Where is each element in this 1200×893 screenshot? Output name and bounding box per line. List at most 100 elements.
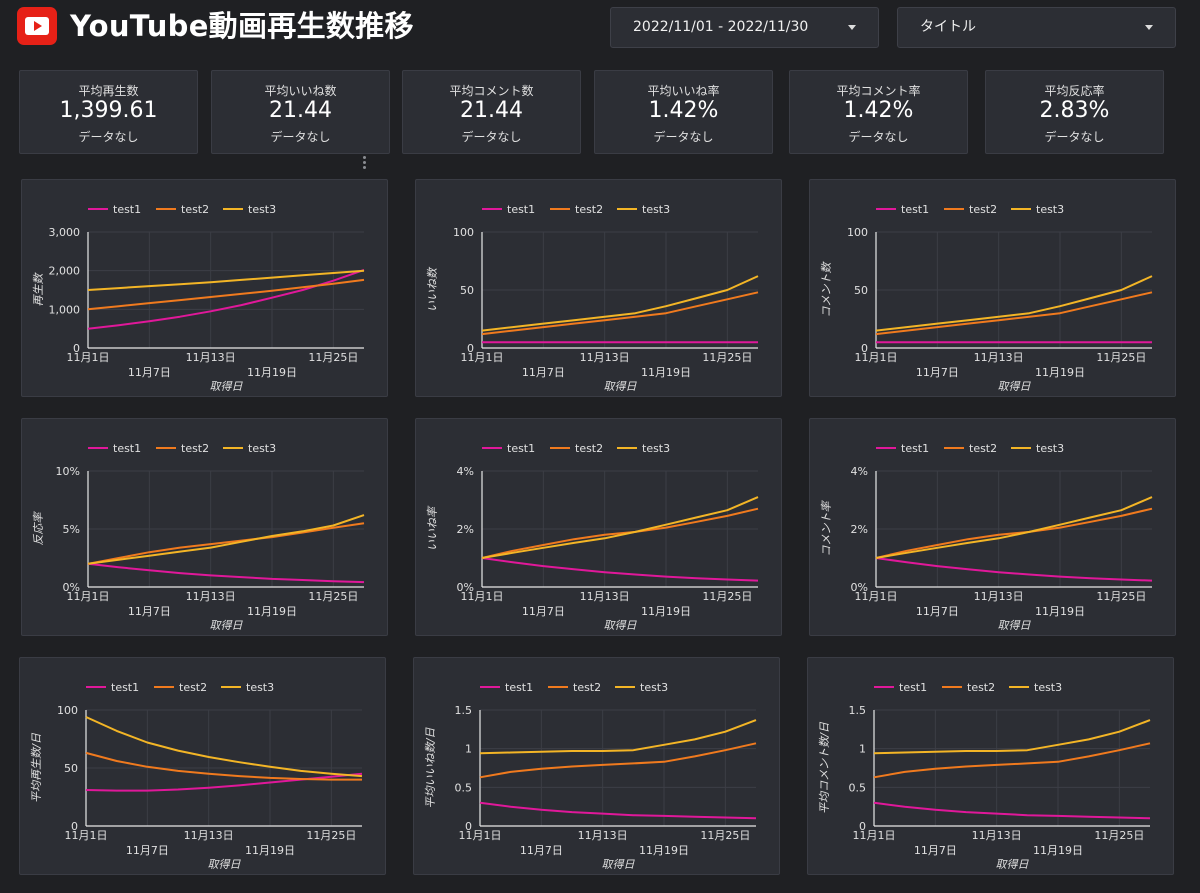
- kpi-avg-reaction-rate: 平均反応率 2.83% データなし: [985, 70, 1164, 154]
- series-line-test1: [873, 801, 1151, 820]
- y-axis-title: コメント率: [820, 500, 833, 557]
- y-axis-title: 平均コメント数/日: [818, 721, 831, 814]
- more-options-icon[interactable]: [363, 156, 367, 170]
- kpi-comparison: データなし: [461, 130, 522, 144]
- y-tick-label: 0: [73, 342, 80, 355]
- y-tick-label: 1.5: [455, 704, 473, 717]
- y-tick-label: 1: [859, 743, 866, 756]
- chart-avg-likes-per-day: test1 test2 test3 0 0.5 1 1.5 11月1日 11月7日 11月13日 1…: [413, 657, 780, 875]
- series-line-test2: [87, 278, 365, 311]
- x-tick-label: 11月7日: [520, 844, 563, 857]
- x-tick-label: 11月19日: [641, 366, 691, 379]
- x-axis-title: 取得日: [208, 858, 242, 871]
- x-tick-label: 11月13日: [184, 829, 234, 842]
- x-tick-label: 11月1日: [461, 590, 504, 603]
- legend-label: test1: [901, 442, 929, 455]
- title-filter-dropdown[interactable]: タイトル: [897, 7, 1176, 48]
- legend-label: test3: [640, 681, 668, 694]
- kpi-label: 平均コメント率: [836, 84, 921, 98]
- x-tick-label: 11月1日: [65, 829, 108, 842]
- series-line-test2: [479, 742, 757, 779]
- y-tick-label: 1: [465, 743, 472, 756]
- chevron-down-icon: [1145, 25, 1153, 30]
- chart-likes: test1 test2 test3 0 50 100 11月1日 11月7日 11月13日 11月…: [415, 179, 782, 397]
- x-tick-label: 11月25日: [702, 351, 752, 364]
- series-line-test3: [481, 275, 759, 332]
- series-line-test1: [479, 801, 757, 820]
- y-tick-label: 0%: [63, 581, 80, 594]
- kpi-avg-comment-rate: 平均コメント率 1.42% データなし: [789, 70, 968, 154]
- x-tick-label: 11月13日: [972, 829, 1022, 842]
- series-line-test3: [87, 514, 365, 565]
- x-tick-label: 11月7日: [916, 605, 959, 618]
- y-tick-label: 100: [453, 226, 474, 239]
- legend-label: test3: [1036, 442, 1064, 455]
- x-axis-title: 取得日: [210, 380, 244, 393]
- x-axis-title: 取得日: [998, 619, 1032, 632]
- x-tick-label: 11月13日: [580, 590, 630, 603]
- youtube-logo-icon: [17, 7, 57, 45]
- kpi-comparison: データなし: [270, 130, 331, 144]
- legend-label: test2: [573, 681, 601, 694]
- legend-label: test3: [642, 203, 670, 216]
- x-tick-label: 11月7日: [128, 366, 171, 379]
- x-tick-label: 11月25日: [702, 590, 752, 603]
- x-tick-label: 11月7日: [522, 605, 565, 618]
- kpi-value: 21.44: [269, 98, 332, 123]
- x-tick-label: 11月1日: [461, 351, 504, 364]
- legend-label: test2: [575, 442, 603, 455]
- x-tick-label: 11月1日: [853, 829, 896, 842]
- legend-label: test2: [179, 681, 207, 694]
- x-tick-label: 11月19日: [245, 844, 295, 857]
- legend-label: test2: [969, 442, 997, 455]
- legend-label: test1: [113, 442, 141, 455]
- y-tick-label: 5%: [63, 523, 80, 536]
- date-range-picker[interactable]: 2022/11/01 - 2022/11/30: [610, 7, 879, 48]
- x-tick-label: 11月25日: [1096, 590, 1146, 603]
- series-line-test2: [481, 291, 759, 336]
- y-tick-label: 1,000: [49, 303, 81, 316]
- y-tick-label: 4%: [851, 465, 868, 478]
- legend-label: test2: [181, 442, 209, 455]
- x-tick-label: 11月7日: [522, 366, 565, 379]
- kpi-comparison: データなし: [848, 130, 909, 144]
- legend-label: test3: [1036, 203, 1064, 216]
- x-tick-label: 11月1日: [67, 351, 110, 364]
- x-tick-label: 11月7日: [126, 844, 169, 857]
- x-tick-label: 11月25日: [306, 829, 356, 842]
- chart-like-rate: test1 test2 test3 0% 2% 4% 11月1日 11月7日 11月13日 11月…: [415, 418, 782, 636]
- series-line-test2: [87, 522, 365, 565]
- series-line-test3: [875, 496, 1153, 559]
- y-axis-title: 再生数: [32, 272, 45, 307]
- x-tick-label: 11月1日: [67, 590, 110, 603]
- kpi-comparison: データなし: [653, 130, 714, 144]
- legend-label: test2: [967, 681, 995, 694]
- chart-avg-comments-per-day: test1 test2 test3 0 0.5 1 1.5 11月1日 11月7日 11月13日 1…: [807, 657, 1174, 875]
- y-tick-label: 10%: [56, 465, 80, 478]
- kpi-avg-likes: 平均いいね数 21.44 データなし: [211, 70, 390, 154]
- kpi-label: 平均いいね数: [264, 84, 337, 98]
- kpi-value: 1.42%: [648, 98, 719, 123]
- series-line-test3: [481, 496, 759, 559]
- y-tick-label: 0: [861, 342, 868, 355]
- legend-label: test2: [181, 203, 209, 216]
- y-tick-label: 50: [64, 762, 78, 775]
- x-tick-label: 11月7日: [916, 366, 959, 379]
- x-tick-label: 11月19日: [1033, 844, 1083, 857]
- y-axis-title: コメント数: [820, 261, 833, 318]
- series-line-test2: [875, 507, 1153, 559]
- chart-reaction-rate: test1 test2 test3 0% 5% 10% 11月1日 11月7日 11月13日 11…: [21, 418, 388, 636]
- x-tick-label: 11月13日: [974, 351, 1024, 364]
- chart-comments: test1 test2 test3 0 50 100 11月1日 11月7日 11月13日 11月…: [809, 179, 1176, 397]
- x-tick-label: 11月19日: [1035, 366, 1085, 379]
- page-title: YouTube動画再生数推移: [70, 9, 414, 43]
- x-axis-title: 取得日: [210, 619, 244, 632]
- x-tick-label: 11月1日: [855, 590, 898, 603]
- y-tick-label: 2%: [851, 523, 868, 536]
- series-line-test1: [85, 772, 363, 792]
- x-tick-label: 11月19日: [1035, 605, 1085, 618]
- date-range-value: 2022/11/01 - 2022/11/30: [633, 19, 809, 35]
- kpi-avg-views: 平均再生数 1,399.61 データなし: [19, 70, 198, 154]
- y-tick-label: 0: [71, 820, 78, 833]
- kpi-label: 平均再生数: [78, 84, 139, 98]
